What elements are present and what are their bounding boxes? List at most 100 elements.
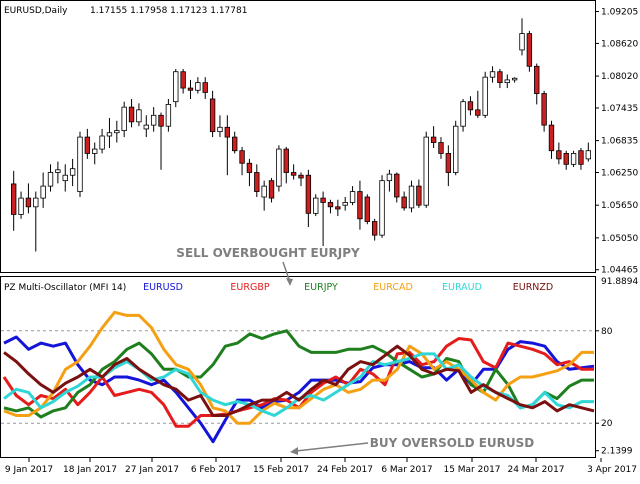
- candle-body[interactable]: [180, 71, 186, 89]
- candle-body[interactable]: [394, 173, 400, 198]
- series-line-eurjpy[interactable]: [3, 329, 594, 419]
- candle-body[interactable]: [438, 142, 444, 154]
- candle-body[interactable]: [526, 33, 533, 67]
- oscillator-series[interactable]: [2, 310, 595, 444]
- candle-body[interactable]: [283, 148, 289, 173]
- candle-body[interactable]: [84, 136, 91, 154]
- candle-body[interactable]: [519, 33, 525, 51]
- candle-body[interactable]: [92, 148, 98, 154]
- candle-body[interactable]: [298, 174, 304, 179]
- candle-body[interactable]: [128, 106, 135, 123]
- candle-body[interactable]: [239, 150, 245, 164]
- candle-body[interactable]: [371, 221, 378, 236]
- candle-body[interactable]: [217, 126, 223, 133]
- candle-body[interactable]: [475, 109, 481, 116]
- candle-body[interactable]: [460, 101, 466, 127]
- oscillator-tick-label: 20: [601, 419, 613, 429]
- candle-body[interactable]: [158, 114, 164, 127]
- candle-body[interactable]: [202, 82, 208, 93]
- candle-body[interactable]: [25, 197, 32, 208]
- candle-body[interactable]: [489, 71, 496, 78]
- candle-body[interactable]: [77, 136, 83, 192]
- candle-body[interactable]: [563, 153, 569, 165]
- candle-body[interactable]: [99, 135, 105, 150]
- candle-body[interactable]: [467, 101, 474, 111]
- candle-body[interactable]: [276, 148, 282, 187]
- candle-body[interactable]: [18, 197, 24, 215]
- candle-body[interactable]: [55, 169, 61, 173]
- candle-body[interactable]: [585, 150, 592, 160]
- candle-body[interactable]: [150, 114, 157, 126]
- candle-body[interactable]: [173, 71, 179, 103]
- candle-body[interactable]: [40, 185, 46, 199]
- date-tick-label: 18 Jan 2017: [63, 465, 117, 475]
- series-line-eurcad[interactable]: [3, 310, 594, 425]
- candle-body[interactable]: [416, 185, 422, 206]
- candle-body[interactable]: [453, 125, 459, 173]
- candle-body[interactable]: [232, 136, 238, 152]
- candle-body[interactable]: [445, 153, 452, 173]
- candle-body[interactable]: [482, 76, 488, 116]
- candle-body[interactable]: [261, 185, 267, 198]
- candle-body[interactable]: [408, 185, 415, 209]
- candle-body[interactable]: [143, 124, 149, 130]
- legend-eurnzd: EURNZD: [513, 282, 554, 293]
- candle-body[interactable]: [556, 150, 562, 160]
- candle-body[interactable]: [357, 191, 363, 220]
- candle-body[interactable]: [187, 87, 194, 91]
- candle-body[interactable]: [165, 104, 172, 127]
- candle-body[interactable]: [349, 191, 356, 203]
- candle-body[interactable]: [534, 65, 540, 94]
- candle-body[interactable]: [327, 202, 334, 208]
- legend-eurgbp: EURGBP: [230, 282, 269, 293]
- price-chart-frame: [0, 0, 596, 273]
- candle-body[interactable]: [504, 79, 510, 84]
- candle-body[interactable]: [33, 197, 39, 208]
- candle-body[interactable]: [305, 174, 312, 214]
- series-line-eurnzd[interactable]: [3, 344, 595, 417]
- candles-group[interactable]: [10, 18, 592, 252]
- candle-body[interactable]: [342, 202, 348, 206]
- candle-body[interactable]: [320, 197, 326, 203]
- candle-body[interactable]: [69, 168, 76, 176]
- legend-eurjpy: EURJPY: [304, 282, 338, 293]
- candle-body[interactable]: [106, 132, 113, 137]
- candle-body[interactable]: [62, 174, 68, 182]
- candle-body[interactable]: [209, 98, 216, 133]
- candle-body[interactable]: [364, 196, 370, 222]
- candle-body[interactable]: [290, 172, 297, 176]
- date-tick-label: 24 Feb 2017: [317, 465, 373, 475]
- sell-annotation: SELL OVERBOUGHT EURJPY: [176, 246, 360, 260]
- candle-body[interactable]: [570, 153, 577, 165]
- ohlc-label: 1.17155 1.17958 1.17123 1.17781: [90, 6, 247, 16]
- price-axis: 1.09205 1.08620 1.08020 1.07435 1.06835 1.062…: [595, 8, 638, 276]
- candle-body[interactable]: [423, 136, 429, 206]
- candle-body[interactable]: [254, 172, 260, 192]
- price-tick-label: 1.08020: [601, 72, 638, 82]
- candle-body[interactable]: [121, 106, 127, 131]
- candle-body[interactable]: [136, 109, 142, 123]
- candle-body[interactable]: [386, 173, 393, 182]
- candle-body[interactable]: [497, 71, 503, 84]
- price-tick-label: 1.05050: [601, 234, 638, 244]
- candle-body[interactable]: [246, 162, 253, 173]
- candle-body[interactable]: [47, 172, 54, 187]
- candle-body[interactable]: [541, 93, 547, 126]
- candle-body[interactable]: [578, 150, 584, 165]
- candle-body[interactable]: [335, 206, 341, 210]
- candle-body[interactable]: [268, 180, 275, 199]
- candle-body[interactable]: [114, 130, 120, 134]
- candle-body[interactable]: [548, 124, 555, 152]
- candle-body[interactable]: [10, 183, 17, 215]
- candle-body[interactable]: [379, 180, 385, 236]
- candle-body[interactable]: [430, 136, 437, 143]
- legend-euraud: EURAUD: [442, 282, 482, 293]
- candle-body[interactable]: [401, 196, 407, 209]
- legend-eurusd: EURUSD: [143, 282, 183, 293]
- candle-body[interactable]: [195, 82, 201, 91]
- candle-body[interactable]: [224, 126, 231, 138]
- candle-body[interactable]: [511, 77, 518, 81]
- candle-body[interactable]: [313, 197, 319, 214]
